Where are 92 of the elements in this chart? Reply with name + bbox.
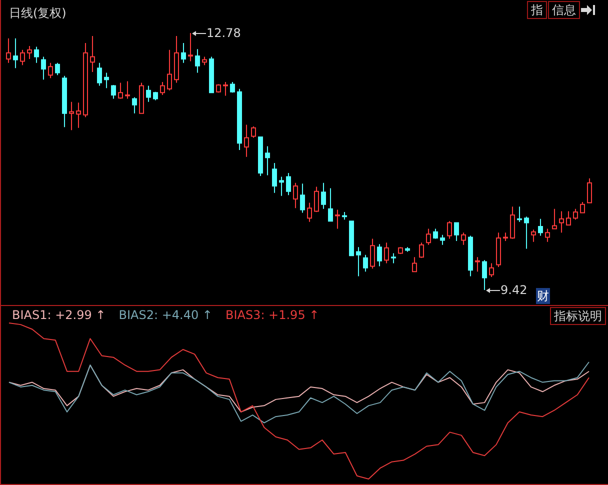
text: 指 bbox=[527, 1, 547, 19]
candlestick bbox=[559, 210, 564, 234]
chart-title: 日线(复权) bbox=[9, 6, 66, 20]
candlestick bbox=[517, 206, 522, 222]
candlestick bbox=[573, 208, 578, 220]
candlestick bbox=[419, 242, 424, 258]
candlestick bbox=[41, 56, 46, 80]
candlestick bbox=[475, 256, 480, 272]
candlestick bbox=[426, 228, 431, 246]
candlestick bbox=[377, 244, 382, 267]
candlestick bbox=[34, 46, 39, 64]
candlestick bbox=[48, 62, 53, 79]
candlestick bbox=[279, 176, 284, 196]
candlestick bbox=[125, 80, 130, 100]
candlestick bbox=[531, 229, 536, 242]
candlestick bbox=[272, 162, 277, 194]
candlestick bbox=[195, 48, 200, 74]
candlestick bbox=[293, 182, 298, 209]
candlestick bbox=[55, 62, 60, 76]
candlestick bbox=[139, 82, 144, 114]
candlestick bbox=[20, 49, 25, 66]
candlestick bbox=[566, 210, 571, 226]
annotation: 指标说明 bbox=[550, 307, 606, 325]
candlestick bbox=[62, 75, 67, 128]
candlestick bbox=[300, 183, 305, 214]
candlestick bbox=[342, 211, 347, 220]
candlestick bbox=[118, 82, 123, 100]
candlestick bbox=[468, 235, 473, 277]
text: BIAS1: +2.99 ↑ bbox=[12, 308, 106, 322]
candlestick bbox=[440, 234, 445, 246]
candlestick bbox=[104, 72, 109, 89]
candlestick bbox=[90, 36, 95, 73]
candlestick bbox=[223, 81, 228, 96]
text: BIAS2: +4.40 ↑ bbox=[118, 308, 212, 322]
candlestick bbox=[349, 220, 354, 256]
candlestick bbox=[384, 242, 389, 264]
candlestick bbox=[230, 81, 235, 94]
annotation: 财 bbox=[536, 288, 550, 304]
candlestick bbox=[69, 101, 74, 131]
candlestick bbox=[132, 96, 137, 114]
candlestick bbox=[202, 56, 207, 66]
candlestick bbox=[545, 228, 550, 242]
candlestick bbox=[391, 252, 396, 264]
candlestick bbox=[265, 146, 270, 176]
candlestick bbox=[111, 84, 116, 100]
candlestick bbox=[251, 126, 256, 138]
candlestick bbox=[13, 38, 18, 69]
candlestick bbox=[6, 38, 11, 64]
candlestick bbox=[97, 62, 102, 86]
candlestick bbox=[258, 136, 263, 177]
candlestick bbox=[286, 172, 291, 196]
candlestick bbox=[314, 186, 319, 212]
candlestick bbox=[510, 206, 515, 240]
text: 信息 bbox=[548, 1, 580, 19]
text: BIAS3: +1.95 ↑ bbox=[225, 308, 320, 322]
candlestick bbox=[321, 182, 326, 210]
candlestick bbox=[76, 102, 81, 128]
candlestick bbox=[370, 238, 375, 270]
candlestick bbox=[447, 220, 452, 240]
candlestick bbox=[454, 222, 459, 242]
candlestick bbox=[160, 81, 165, 96]
candlestick bbox=[356, 246, 361, 277]
candlestick bbox=[174, 36, 179, 84]
candlestick bbox=[503, 232, 508, 242]
candlestick bbox=[181, 42, 186, 64]
candlestick bbox=[461, 232, 466, 246]
candlestick bbox=[237, 88, 242, 151]
candlestick bbox=[27, 46, 32, 60]
candlestick bbox=[335, 209, 340, 230]
candlestick bbox=[524, 216, 529, 250]
candlestick bbox=[363, 254, 368, 272]
candlestick bbox=[405, 246, 410, 252]
candlestick bbox=[83, 42, 88, 118]
annotation: 12.78 bbox=[206, 25, 241, 41]
candlestick bbox=[489, 262, 494, 278]
candlestick bbox=[552, 208, 557, 230]
candlestick bbox=[328, 188, 333, 222]
annotation: 9.42 bbox=[500, 282, 528, 298]
candlestick bbox=[587, 178, 592, 204]
candlestick bbox=[412, 256, 417, 272]
candlestick bbox=[167, 49, 172, 91]
candlestick bbox=[398, 246, 403, 255]
candlestick bbox=[209, 56, 214, 94]
candlestick bbox=[538, 218, 543, 236]
candlestick bbox=[496, 232, 501, 268]
candlestick bbox=[307, 202, 312, 222]
candlestick bbox=[146, 85, 151, 102]
candlestick bbox=[216, 84, 221, 94]
candlestick bbox=[433, 228, 438, 240]
candlestick bbox=[580, 202, 585, 214]
candlestick bbox=[153, 91, 158, 101]
candlestick bbox=[244, 124, 249, 158]
